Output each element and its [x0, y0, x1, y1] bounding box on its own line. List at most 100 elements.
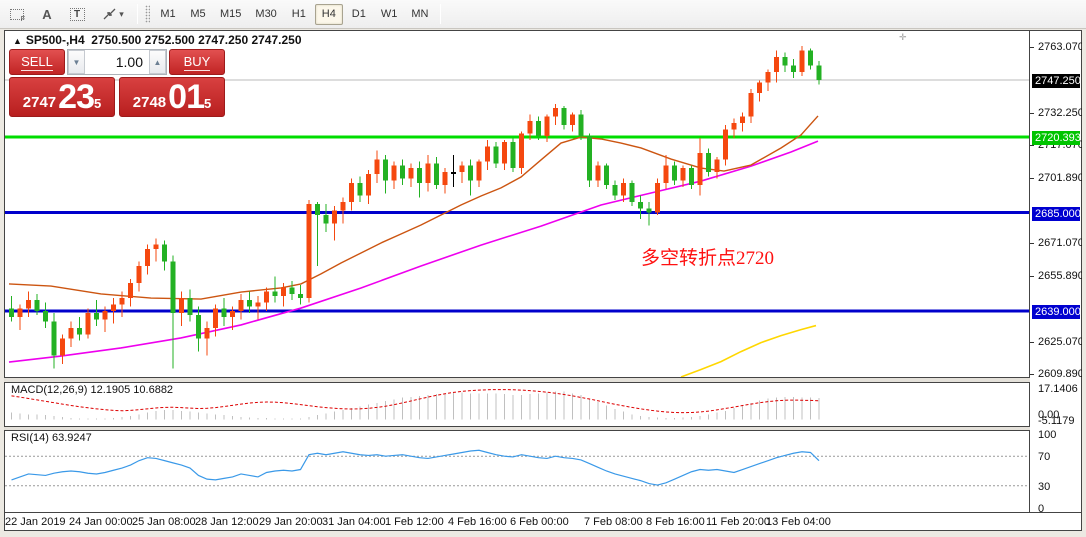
price-axis-label: 2671.070 [1038, 237, 1084, 250]
candle-body [272, 291, 278, 296]
candle-body [94, 312, 99, 320]
candle-body [544, 116, 550, 136]
timeframe-button-d1[interactable]: D1 [351, 8, 366, 20]
candle-body [374, 159, 380, 175]
right-edge-strip [1082, 30, 1086, 531]
candle-body [60, 338, 65, 356]
ma-long-line [680, 324, 817, 377]
candle-body [9, 308, 14, 318]
macd-signal-line [11, 389, 820, 414]
candle-body [43, 310, 48, 322]
candle-body [298, 293, 303, 299]
main-chart-canvas[interactable] [5, 31, 1029, 377]
candle-body [425, 163, 431, 183]
ma-slow-line [8, 140, 819, 363]
price-axis-label: 2701.890 [1038, 171, 1084, 184]
candle-body [323, 214, 329, 224]
sell-button[interactable]: SELL [9, 49, 65, 75]
candle-body [459, 165, 465, 173]
macd-pane[interactable]: MACD(12,26,9) 12.1905 10.6882 [4, 382, 1030, 427]
candle-body [366, 174, 371, 196]
candle-body [757, 82, 762, 94]
cursor-arrows-icon[interactable]: ▾ [94, 3, 132, 25]
candle-body [468, 165, 473, 181]
rsi-axis-label: 30 [1038, 480, 1051, 493]
main-chart-pane[interactable]: ▲ SP500-,H4 2750.500 2752.500 2747.250 27… [4, 30, 1030, 378]
time-axis[interactable]: 22 Jan 2019 24 Jan 00:00 25 Jan 08:00 28 Ja… [4, 513, 1082, 531]
price-tick [1030, 145, 1034, 147]
sell-price-display[interactable]: 2747 23 5 [9, 77, 115, 117]
candle-body [153, 244, 159, 249]
price-tick [1030, 177, 1034, 179]
candle-body [26, 300, 31, 309]
text-label-icon[interactable]: A [42, 6, 52, 22]
price-axis-label: 2732.250 [1038, 106, 1084, 119]
candle-body [213, 308, 218, 328]
candle-body [561, 108, 567, 126]
volume-input[interactable]: 1.00 [115, 54, 143, 70]
timeframe-button-m30[interactable]: M30 [255, 8, 277, 20]
candle-body [451, 172, 456, 175]
macd-axis-label: -5.1179 [1038, 415, 1075, 427]
candle-body [808, 50, 813, 66]
chart-shift-marker-icon[interactable]: ✛ [899, 32, 907, 42]
candle-body [782, 56, 788, 66]
timeframe-button-m5[interactable]: M5 [190, 8, 206, 20]
timeframe-button-m1[interactable]: M1 [160, 8, 176, 20]
candle-body [179, 298, 184, 313]
candle-body [196, 315, 201, 339]
price-tick [1030, 112, 1034, 114]
price-tick [1030, 275, 1034, 277]
price-axis-label: 2625.070 [1038, 335, 1084, 348]
candle-body [612, 184, 618, 196]
buy-price-prefix: 2748 [132, 94, 167, 111]
volume-up-button[interactable]: ▲ [149, 50, 166, 74]
time-axis-label: 31 Jan 04:00 [322, 516, 386, 528]
pane-splitter-2[interactable] [4, 427, 1082, 430]
text-box-icon[interactable]: T [64, 3, 90, 25]
time-axis-label: 24 Jan 00:00 [69, 516, 133, 528]
toolbar-grip[interactable] [145, 5, 150, 23]
candle-body [255, 302, 261, 307]
rsi-pane[interactable]: RSI(14) 63.9247 [4, 430, 1030, 513]
timeframe-button-w1[interactable]: W1 [380, 8, 398, 20]
candle-body [332, 210, 337, 224]
candle-body [17, 308, 23, 318]
candle-body [816, 65, 822, 80]
buy-price-main: 01 [168, 78, 205, 116]
price-axis[interactable]: 2763.070 2732.250 2717.070 2701.890 2671.070… [1030, 30, 1084, 515]
price-axis-label: 2609.890 [1038, 367, 1084, 380]
candle-body [638, 201, 643, 209]
collapse-triangle-icon[interactable]: ▲ [13, 36, 22, 46]
grid-chart-icon[interactable]: F [4, 3, 30, 25]
candle-body [791, 65, 796, 72]
timeframe-button-m15[interactable]: M15 [220, 8, 242, 20]
macd-axis-label: 0.00 [1038, 409, 1060, 421]
chart-text-annotation[interactable]: 多空转折点2720 [641, 248, 775, 269]
pane-splitter[interactable] [4, 378, 1082, 382]
rsi-canvas[interactable] [5, 431, 1029, 512]
candle-body [740, 116, 745, 123]
candle-body [340, 201, 346, 211]
toolbar-separator-2 [440, 4, 442, 24]
price-tag-2747.250: 2747.250 [1032, 73, 1081, 88]
rsi-axis-label: 70 [1038, 451, 1051, 464]
grid-glyph: F [10, 8, 25, 23]
time-axis-label: 7 Feb 08:00 [584, 516, 643, 528]
candle-body [476, 161, 482, 181]
buy-price-display[interactable]: 2748 01 5 [119, 77, 225, 117]
timeframe-button-h1[interactable]: H1 [291, 8, 306, 20]
volume-down-button[interactable]: ▼ [68, 50, 85, 74]
price-tag-2720.393: 2720.393 [1032, 131, 1081, 146]
macd-canvas[interactable] [5, 383, 1029, 426]
buy-button[interactable]: BUY [169, 49, 225, 75]
macd-axis-label: 17.1406 [1038, 383, 1078, 395]
candle-body [680, 167, 686, 181]
candle-body [621, 182, 626, 196]
ohlc-readout: 2750.500 2752.500 2747.250 2747.250 [91, 33, 302, 47]
candle-body [34, 300, 40, 311]
timeframe-button-mn[interactable]: MN [411, 8, 429, 20]
candle-body [799, 50, 805, 72]
candle-body [493, 146, 499, 164]
timeframe-button-h4[interactable]: H4 [314, 3, 343, 25]
